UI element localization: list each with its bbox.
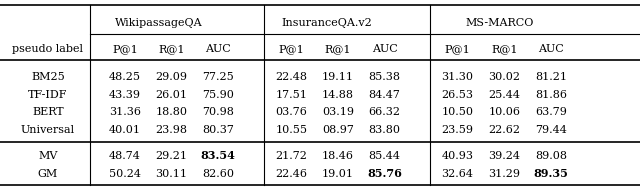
Text: 22.46: 22.46 <box>275 169 307 179</box>
Text: 83.54: 83.54 <box>201 150 236 161</box>
Text: 66.32: 66.32 <box>369 108 401 117</box>
Text: Universal: Universal <box>21 125 75 135</box>
Text: 30.02: 30.02 <box>488 72 520 81</box>
Text: 50.24: 50.24 <box>109 169 141 179</box>
Text: 08.97: 08.97 <box>322 125 354 135</box>
Text: 14.88: 14.88 <box>322 90 354 99</box>
Text: 25.44: 25.44 <box>488 90 520 99</box>
Text: 85.44: 85.44 <box>369 151 401 161</box>
Text: 29.21: 29.21 <box>156 151 188 161</box>
Text: AUC: AUC <box>372 44 397 54</box>
Text: 85.38: 85.38 <box>369 72 401 81</box>
Text: 22.48: 22.48 <box>275 72 307 81</box>
Text: 31.29: 31.29 <box>488 169 520 179</box>
Text: 43.39: 43.39 <box>109 90 141 99</box>
Text: 39.24: 39.24 <box>488 151 520 161</box>
Text: P@1: P@1 <box>278 44 304 54</box>
Text: 10.55: 10.55 <box>275 125 307 135</box>
Text: 23.98: 23.98 <box>156 125 188 135</box>
Text: 03.19: 03.19 <box>322 108 354 117</box>
Text: 89.35: 89.35 <box>534 168 568 179</box>
Text: 81.21: 81.21 <box>535 72 567 81</box>
Text: 77.25: 77.25 <box>202 72 234 81</box>
Text: 79.44: 79.44 <box>535 125 567 135</box>
Text: 31.36: 31.36 <box>109 108 141 117</box>
Text: 40.93: 40.93 <box>442 151 474 161</box>
Text: 85.76: 85.76 <box>367 168 402 179</box>
Text: 29.09: 29.09 <box>156 72 188 81</box>
Text: 31.30: 31.30 <box>442 72 474 81</box>
Text: MV: MV <box>38 151 58 161</box>
Text: 10.50: 10.50 <box>442 108 474 117</box>
Text: MS-MARCO: MS-MARCO <box>465 18 533 28</box>
Text: BERT: BERT <box>32 108 64 117</box>
Text: 22.62: 22.62 <box>488 125 520 135</box>
Text: 10.06: 10.06 <box>488 108 520 117</box>
Text: 48.25: 48.25 <box>109 72 141 81</box>
Text: 30.11: 30.11 <box>156 169 188 179</box>
Text: BM25: BM25 <box>31 72 65 81</box>
Text: P@1: P@1 <box>112 44 138 54</box>
Text: 19.01: 19.01 <box>322 169 354 179</box>
Text: 03.76: 03.76 <box>275 108 307 117</box>
Text: 18.46: 18.46 <box>322 151 354 161</box>
Text: InsuranceQA.v2: InsuranceQA.v2 <box>281 18 372 28</box>
Text: 80.37: 80.37 <box>202 125 234 135</box>
Text: pseudo label: pseudo label <box>13 44 83 54</box>
Text: P@1: P@1 <box>445 44 470 54</box>
Text: 84.47: 84.47 <box>369 90 401 99</box>
Text: 21.72: 21.72 <box>275 151 307 161</box>
Text: 48.74: 48.74 <box>109 151 141 161</box>
Text: 83.80: 83.80 <box>369 125 401 135</box>
Text: R@1: R@1 <box>158 44 185 54</box>
Text: AUC: AUC <box>538 44 564 54</box>
Text: GM: GM <box>38 169 58 179</box>
Text: 32.64: 32.64 <box>442 169 474 179</box>
Text: 18.80: 18.80 <box>156 108 188 117</box>
Text: R@1: R@1 <box>324 44 351 54</box>
Text: TF-IDF: TF-IDF <box>28 90 68 99</box>
Text: 26.01: 26.01 <box>156 90 188 99</box>
Text: 82.60: 82.60 <box>202 169 234 179</box>
Text: 40.01: 40.01 <box>109 125 141 135</box>
Text: 26.53: 26.53 <box>442 90 474 99</box>
Text: 63.79: 63.79 <box>535 108 567 117</box>
Text: AUC: AUC <box>205 44 231 54</box>
Text: 23.59: 23.59 <box>442 125 474 135</box>
Text: 70.98: 70.98 <box>202 108 234 117</box>
Text: 89.08: 89.08 <box>535 151 567 161</box>
Text: 81.86: 81.86 <box>535 90 567 99</box>
Text: 17.51: 17.51 <box>275 90 307 99</box>
Text: 19.11: 19.11 <box>322 72 354 81</box>
Text: R@1: R@1 <box>491 44 518 54</box>
Text: 75.90: 75.90 <box>202 90 234 99</box>
Text: WikipassageQA: WikipassageQA <box>115 18 202 28</box>
